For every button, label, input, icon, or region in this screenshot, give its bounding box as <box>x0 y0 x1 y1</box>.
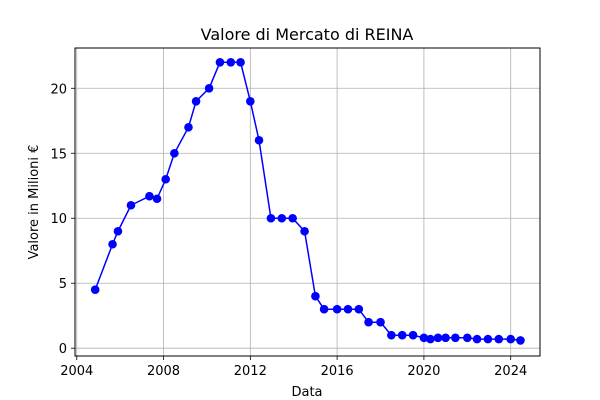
data-point-11 <box>215 58 225 67</box>
series-layer <box>90 58 525 345</box>
data-point-39 <box>506 334 516 344</box>
data-point-19 <box>300 226 309 236</box>
data-point-25 <box>364 317 373 327</box>
data-point-40 <box>516 336 525 345</box>
data-point-5 <box>152 194 162 204</box>
data-point-34 <box>451 333 460 343</box>
y-tick-label-1: 5 <box>59 277 67 292</box>
data-point-28 <box>397 330 407 340</box>
y-tick-label-3: 15 <box>50 147 67 162</box>
data-point-3 <box>126 200 136 210</box>
data-point-4 <box>145 191 154 201</box>
data-point-16 <box>266 213 276 223</box>
data-point-20 <box>311 291 320 301</box>
chart-title: Valore di Mercato di REINA <box>201 25 414 44</box>
data-point-36 <box>472 334 482 344</box>
ticks: 2004 2008 2012 2016 2020 2024 0 5 10 15 20 <box>50 82 527 379</box>
x-tick-label-1: 2008 <box>147 364 180 379</box>
x-tick-label-3: 2016 <box>321 364 354 379</box>
data-points <box>90 58 525 345</box>
y-axis-label: Valore in Milioni € <box>27 145 42 260</box>
data-point-31 <box>426 334 435 344</box>
y-tick-label-0: 0 <box>59 342 67 357</box>
data-point-12 <box>226 58 236 67</box>
data-point-29 <box>408 330 418 340</box>
data-point-7 <box>170 148 179 158</box>
data-point-30 <box>419 333 429 343</box>
x-tick-label-4: 2020 <box>407 364 440 379</box>
data-point-27 <box>387 330 396 340</box>
data-point-13 <box>236 58 245 67</box>
y-tick-label-2: 10 <box>50 212 67 227</box>
data-point-8 <box>184 122 193 132</box>
plot-frame <box>74 47 541 357</box>
data-point-1 <box>108 239 117 249</box>
x-tick-label-0: 2004 <box>60 364 93 379</box>
x-tick-label-2: 2012 <box>234 364 267 379</box>
y-tick-label-4: 20 <box>50 82 67 97</box>
data-point-15 <box>254 135 264 145</box>
data-point-32 <box>433 333 443 343</box>
data-point-10 <box>204 83 214 93</box>
data-point-18 <box>288 213 297 223</box>
data-point-38 <box>494 334 504 344</box>
data-point-24 <box>354 304 364 314</box>
data-point-22 <box>332 304 342 314</box>
data-point-17 <box>277 213 287 223</box>
data-point-0 <box>90 285 100 295</box>
x-axis-label: Data <box>291 385 322 400</box>
data-point-2 <box>113 226 123 236</box>
data-point-14 <box>246 96 255 106</box>
data-point-6 <box>161 174 170 184</box>
data-point-26 <box>376 317 385 327</box>
data-point-37 <box>483 334 493 344</box>
data-point-21 <box>319 304 329 314</box>
grid <box>75 48 540 356</box>
data-point-9 <box>191 96 201 106</box>
x-tick-label-5: 2024 <box>494 364 527 379</box>
data-point-33 <box>441 333 450 343</box>
data-point-35 <box>463 333 472 343</box>
data-point-23 <box>343 304 353 314</box>
